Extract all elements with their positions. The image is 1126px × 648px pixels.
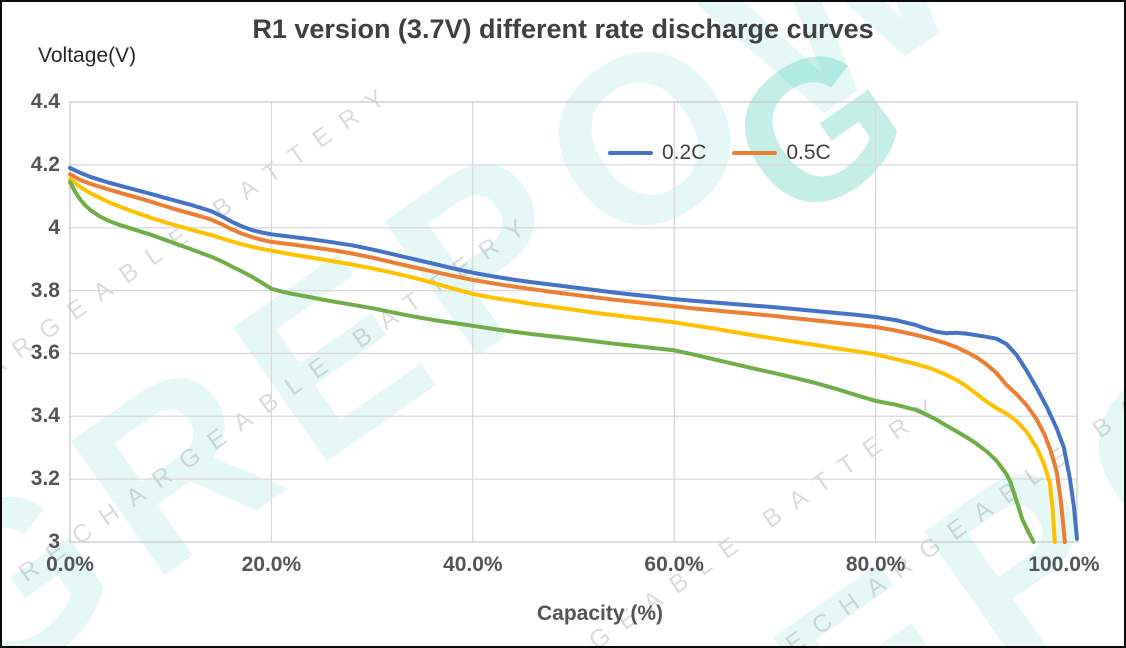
y-tick-label: 3.8 (30, 278, 60, 302)
x-axis-title: Capacity (%) (536, 602, 664, 625)
series-line-unlabeled (green) (68, 180, 1036, 544)
series-line-0.5C (68, 172, 1067, 544)
x-tick-label: 80.0% (845, 553, 906, 576)
y-tick-label: 3.4 (30, 404, 60, 428)
x-tick-label: 40.0% (443, 553, 503, 576)
plot-border (69, 101, 1078, 543)
legend: 0.2C 0.5C (608, 141, 831, 165)
y-axis-title: Voltage(V) (38, 44, 137, 67)
series-line-unlabeled (yellow) (68, 177, 1057, 544)
y-tick-label: 4 (48, 215, 60, 239)
x-tick-label: 100.0% (1028, 553, 1100, 576)
y-tick-label: 4.2 (30, 152, 60, 176)
y-tick-label: 3.2 (30, 467, 60, 491)
chart-title: R1 version (3.7V) different rate dischar… (252, 14, 874, 44)
legend-item-0.2C: 0.2C (608, 141, 706, 165)
legend-label: 0.2C (662, 141, 707, 164)
x-tick-label: 0.0% (46, 553, 94, 576)
legend-line-swatch (732, 150, 778, 156)
x-tick-label: 20.0% (241, 553, 302, 576)
x-tick-label: 60.0% (644, 553, 704, 576)
y-tick-label: 3 (48, 530, 60, 553)
series-line-0.2C (68, 166, 1079, 541)
legend-line-swatch (608, 150, 653, 156)
legend-label: 0.5C (786, 141, 831, 164)
y-tick-label: 3.6 (30, 341, 60, 365)
y-tick-label: 4.4 (30, 90, 60, 113)
legend-item-0.5C: 0.5C (732, 141, 831, 165)
